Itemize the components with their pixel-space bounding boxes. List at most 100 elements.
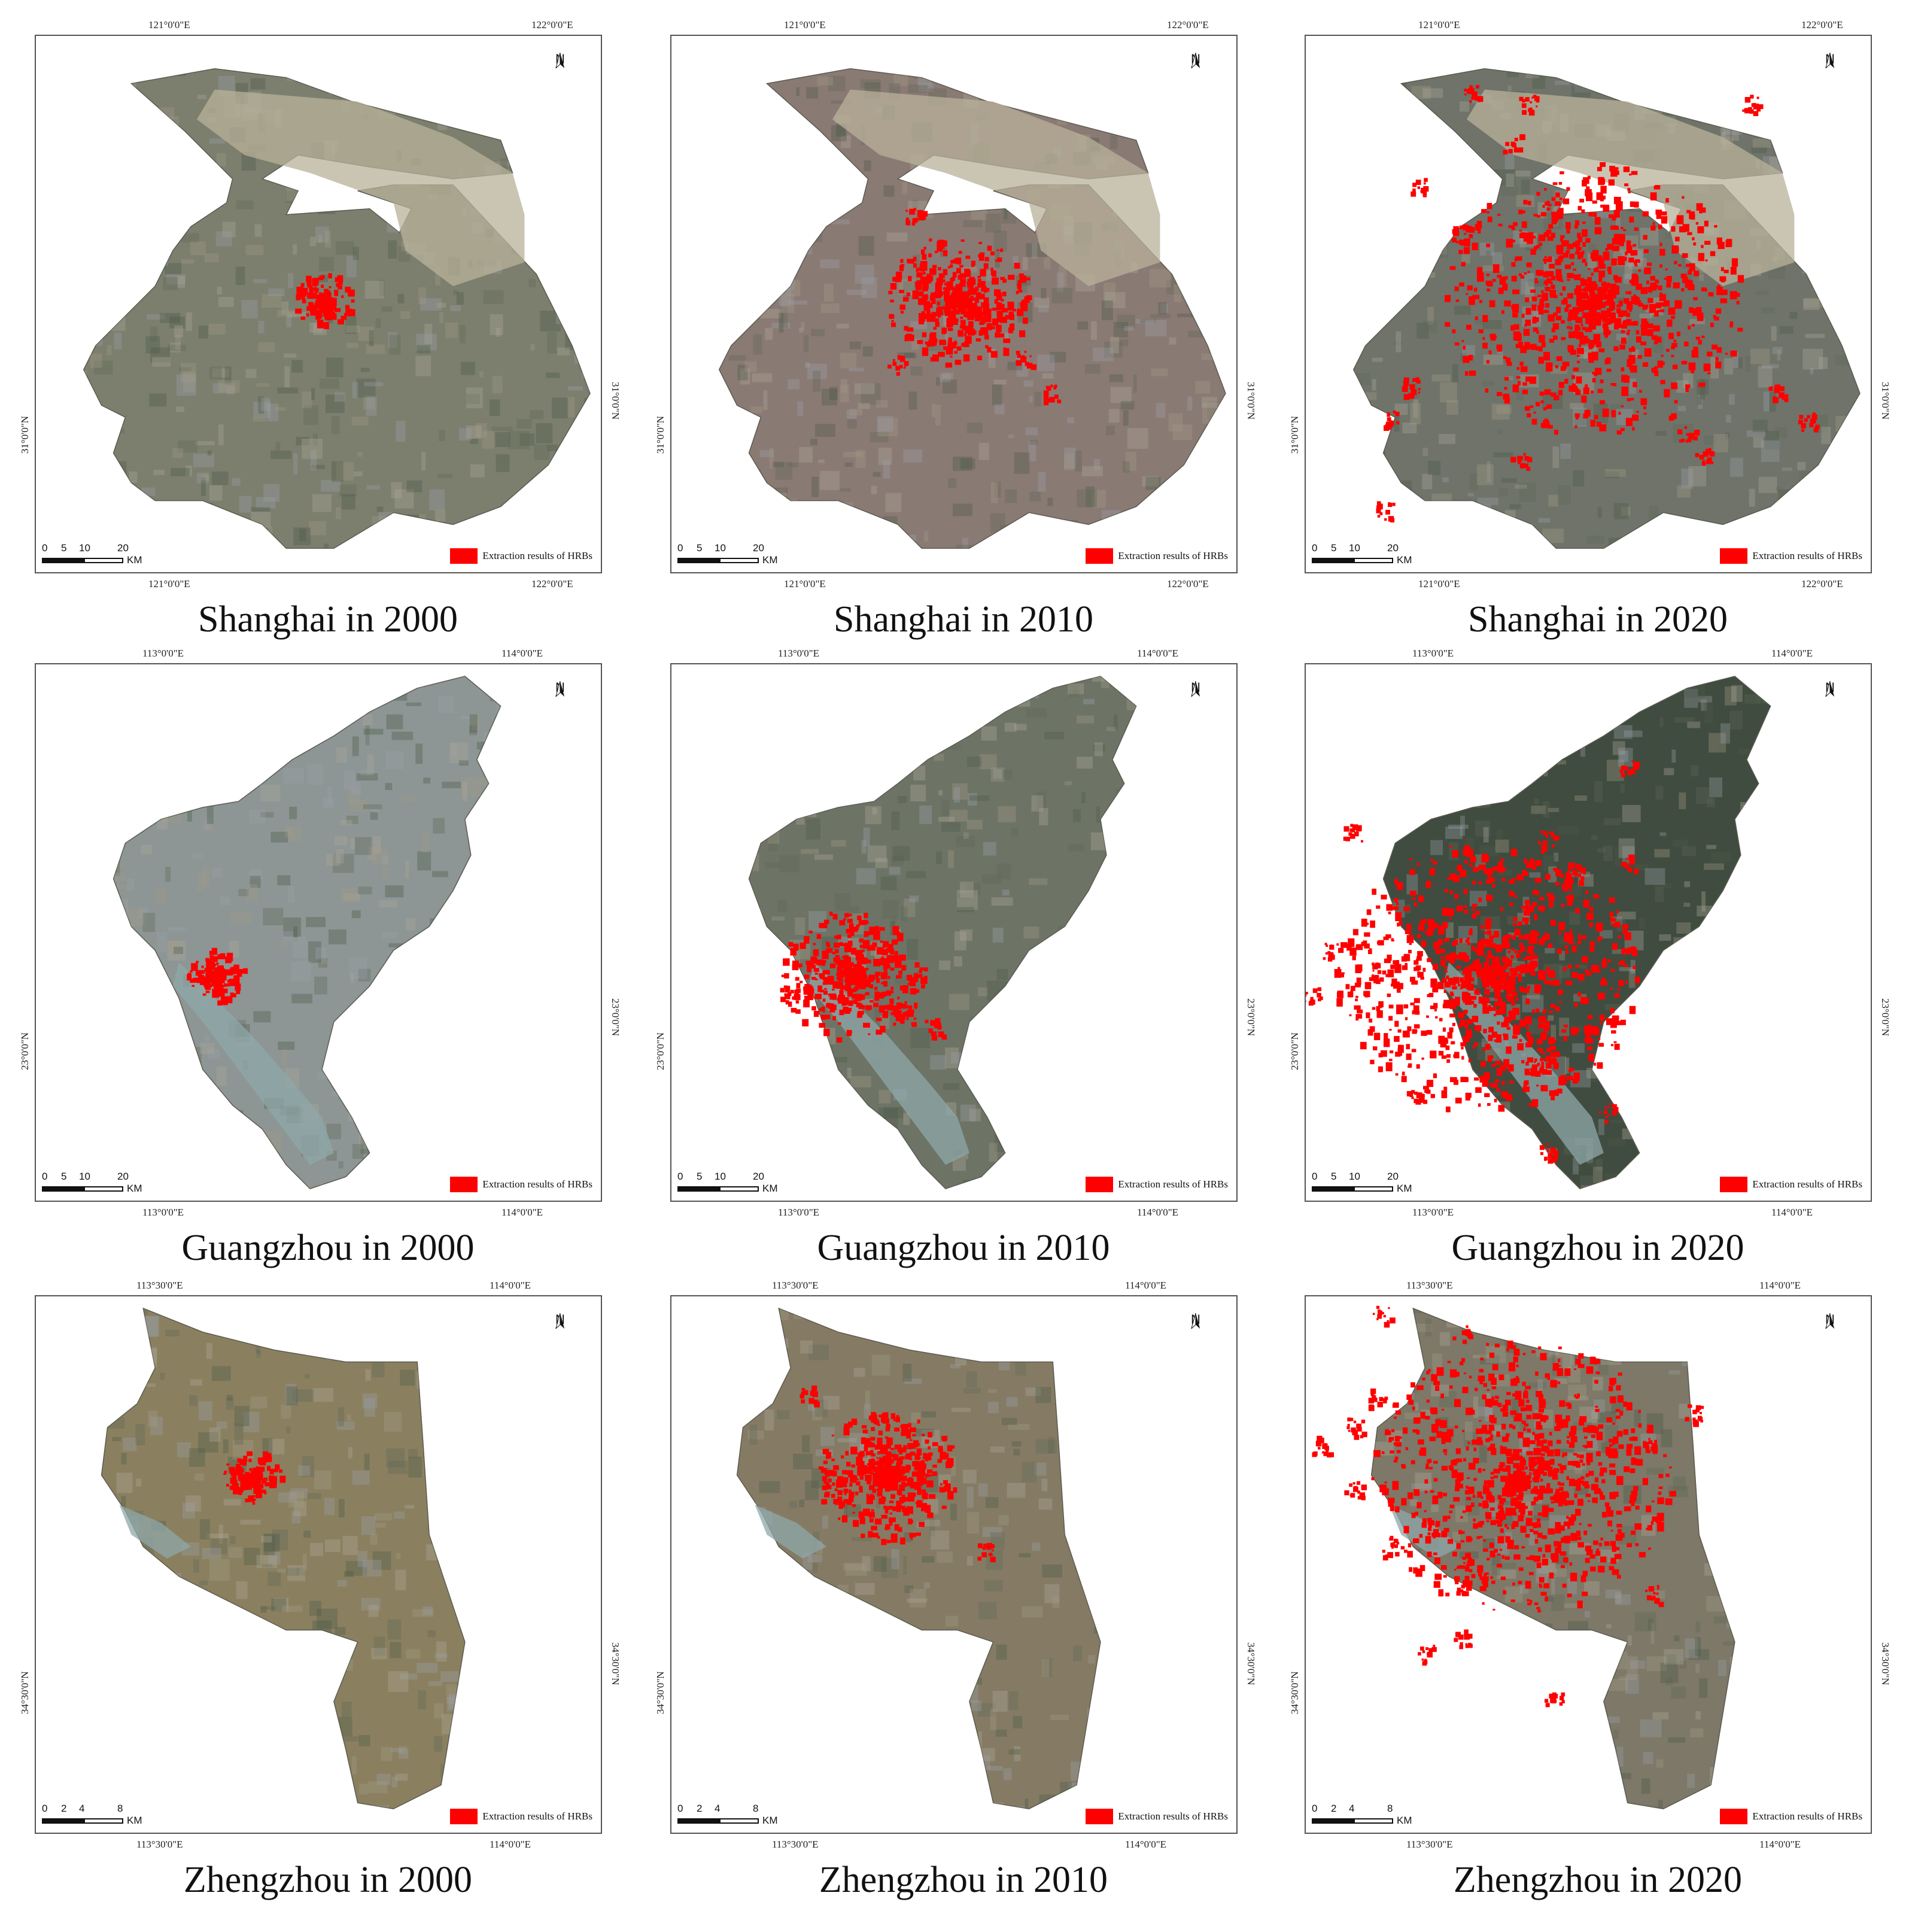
longitude-label: 114°0'0"E [1137, 1207, 1179, 1218]
hrb-patch [868, 1476, 871, 1479]
hrb-patch [925, 1019, 929, 1023]
hrb-patch [823, 1014, 831, 1019]
hrb-patch [1489, 300, 1495, 308]
hrb-patch [1643, 321, 1649, 327]
hrb-patch [1537, 1512, 1542, 1516]
hrb-patch [832, 981, 840, 989]
hrb-patch [1729, 324, 1733, 328]
hrb-patch [1573, 948, 1577, 953]
hrb-patch [1539, 1585, 1543, 1588]
hrb-patch [1452, 850, 1459, 858]
hrb-patch [922, 272, 926, 275]
hrb-patch [1498, 1105, 1505, 1112]
hrb-patch [986, 1542, 992, 1548]
hrb-patch [1557, 1368, 1563, 1377]
hrb-patch [1665, 198, 1669, 203]
hrb-patch [1547, 1377, 1551, 1380]
hrb-patch [988, 1553, 992, 1557]
hrb-patch [1615, 1534, 1623, 1541]
hrb-patch [1478, 1503, 1482, 1507]
hrb-patch [1571, 972, 1577, 979]
hrb-patch [1395, 912, 1402, 922]
hrb-patch [315, 299, 319, 302]
hrb-patch [1425, 880, 1431, 888]
hrb-patch [893, 1022, 896, 1026]
hrb-patch [1472, 880, 1476, 885]
hrb-patch [1577, 255, 1581, 260]
hrb-patch [932, 1442, 938, 1447]
hrb-patch [1494, 962, 1499, 968]
hrb-patch [1671, 342, 1677, 348]
longitude-label: 114°0'0"E [1771, 1207, 1813, 1218]
north-arrow-icon [1191, 681, 1200, 697]
hrb-patch [837, 958, 841, 962]
hrb-patch [983, 1544, 987, 1548]
hrb-patch [1387, 994, 1391, 997]
hrb-patch [941, 1034, 947, 1040]
hrb-patch [1598, 277, 1603, 282]
hrb-patch [1562, 1583, 1567, 1588]
hrb-patch [920, 1460, 925, 1465]
hrb-patch [1654, 370, 1659, 376]
hrb-patch [1509, 149, 1512, 152]
hrb-patch [1571, 262, 1574, 266]
hrb-patch [1470, 856, 1476, 863]
scale-bar: 0 5 10 20 KM [1312, 542, 1467, 566]
hrb-patch [822, 971, 826, 974]
hrb-patch [928, 1452, 933, 1456]
hrb-patch [1472, 294, 1480, 300]
hrb-patch [914, 1453, 920, 1460]
hrb-patch [785, 1000, 789, 1005]
hrb-patch [1494, 986, 1497, 989]
hrb-patch [1542, 205, 1545, 208]
hrb-patch [943, 1486, 950, 1492]
hrb-patch [952, 277, 956, 281]
hrb-patch [1688, 362, 1696, 370]
hrb-patch [1548, 224, 1554, 229]
hrb-patch [196, 961, 199, 964]
hrb-patch [890, 299, 894, 303]
hrb-patch [1461, 1358, 1465, 1363]
hrb-patch [1624, 298, 1630, 303]
hrb-patch [1564, 1368, 1571, 1376]
hrb-patch [996, 292, 1002, 300]
hrb-patch [191, 985, 195, 987]
hrb-patch [1663, 300, 1670, 306]
hrb-patch [843, 1427, 850, 1436]
hrb-patch [1412, 189, 1416, 192]
hrb-patch [232, 1483, 239, 1490]
hrb-patch [861, 1533, 865, 1538]
hrb-patch [1577, 294, 1581, 297]
hrb-patch [884, 1418, 887, 1421]
hrb-patch [1430, 978, 1437, 988]
hrb-patch [838, 1481, 842, 1486]
hrb-patch [876, 1017, 882, 1022]
hrb-patch [1487, 975, 1494, 983]
hrb-patch [1475, 947, 1478, 952]
hrb-patch [783, 958, 790, 966]
hrb-patch [1352, 824, 1358, 831]
hrb-patch [1544, 256, 1548, 259]
hrb-patch [1057, 399, 1062, 403]
hrb-patch [1521, 210, 1525, 214]
hrb-patch [864, 1445, 868, 1451]
hrb-patch [1411, 389, 1417, 396]
hrb-patch [334, 290, 339, 296]
hrb-patch [1486, 1342, 1489, 1347]
hrb-patch [1536, 330, 1539, 334]
hrb-patch [1418, 928, 1421, 930]
hrb-patch [1531, 96, 1534, 99]
hrb-patch [1442, 907, 1449, 916]
hrb-patch [1394, 1020, 1399, 1027]
north-arrow-icon [555, 53, 565, 68]
hrb-patch [1054, 394, 1059, 399]
hrb-patch [1485, 1430, 1492, 1435]
hrb-patch [1330, 955, 1335, 960]
hrb-patch [885, 1506, 889, 1511]
north-arrow-icon [555, 1313, 565, 1329]
hrb-patch [1525, 1042, 1532, 1048]
hrb-patch [1570, 326, 1573, 330]
hrb-patch [1477, 1565, 1484, 1573]
hrb-patch [1643, 235, 1647, 240]
hrb-patch [1357, 964, 1363, 972]
